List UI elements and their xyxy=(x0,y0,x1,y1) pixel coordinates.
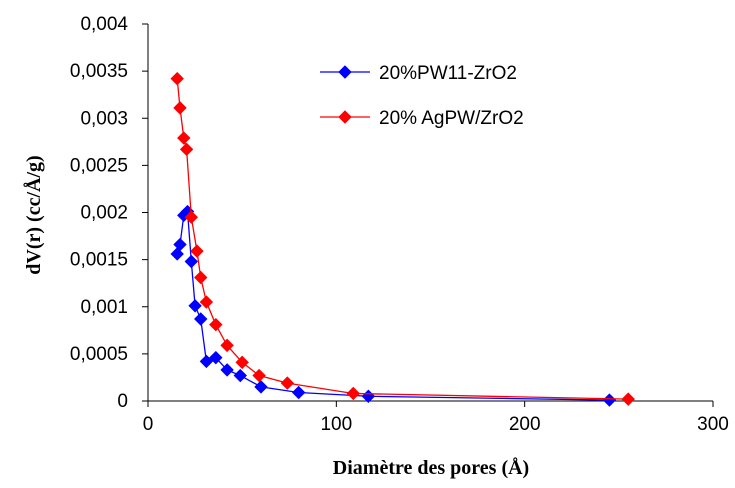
x-axis-title: Diamètre des pores (Å) xyxy=(333,456,529,479)
data-point xyxy=(184,254,199,269)
data-point xyxy=(209,317,223,332)
data-point xyxy=(190,244,204,258)
y-tick-label: 0,0025 xyxy=(70,155,128,176)
x-tick-label: 100 xyxy=(320,414,352,435)
data-point xyxy=(209,350,223,365)
data-point xyxy=(199,295,214,309)
legend-item: 20% AgPW/ZrO2 xyxy=(320,108,524,129)
data-point xyxy=(173,237,187,252)
y-tick-label: 0,0005 xyxy=(70,344,128,365)
data-point xyxy=(254,380,268,394)
legend-label: 20%PW11-ZrO2 xyxy=(379,63,517,84)
legend: 20%PW11-ZrO2 20% AgPW/ZrO2 xyxy=(320,63,524,129)
y-tick-label: 0,0035 xyxy=(70,61,128,82)
data-point xyxy=(188,299,202,313)
y-tick-label: 0,004 xyxy=(80,14,128,35)
x-axis-ticks: 0 100 200 300 xyxy=(143,401,729,435)
data-point xyxy=(220,363,234,377)
y-tick-label: 0,001 xyxy=(80,297,128,318)
data-point xyxy=(220,338,234,353)
y-tick-label: 0,002 xyxy=(80,203,128,224)
legend-marker xyxy=(338,65,352,79)
data-point xyxy=(280,376,295,390)
data-point xyxy=(346,386,360,401)
legend-label: 20% AgPW/ZrO2 xyxy=(379,108,524,129)
y-tick-label: 0 xyxy=(117,391,128,412)
data-point xyxy=(252,368,266,383)
x-tick-label: 200 xyxy=(509,414,541,435)
data-point xyxy=(173,101,187,115)
x-tick-label: 300 xyxy=(697,414,729,435)
data-point xyxy=(233,368,247,383)
data-point xyxy=(621,392,635,406)
legend-marker xyxy=(338,110,352,124)
data-point xyxy=(194,312,208,326)
data-point xyxy=(235,355,249,370)
y-tick-label: 0,003 xyxy=(80,108,128,129)
data-point xyxy=(199,354,214,369)
x-tick-label: 0 xyxy=(143,414,154,435)
data-point xyxy=(170,71,184,86)
data-point xyxy=(184,210,199,224)
y-axis-title: dV(r) (cc/Å/g) xyxy=(22,155,45,274)
data-point xyxy=(194,270,208,285)
series-1 xyxy=(170,204,617,407)
data-point xyxy=(361,389,376,403)
y-tick-label: 0,0015 xyxy=(70,250,128,271)
series-2 xyxy=(170,71,635,406)
data-point xyxy=(602,393,617,407)
legend-item: 20%PW11-ZrO2 xyxy=(320,63,517,84)
data-point xyxy=(177,131,191,145)
data-point xyxy=(179,142,194,157)
series-layer xyxy=(170,71,635,407)
data-point xyxy=(291,385,306,400)
y-axis-ticks: 0 0,0005 0,001 0,0015 0,002 0,0025 0,003 0,0035… xyxy=(70,14,148,412)
